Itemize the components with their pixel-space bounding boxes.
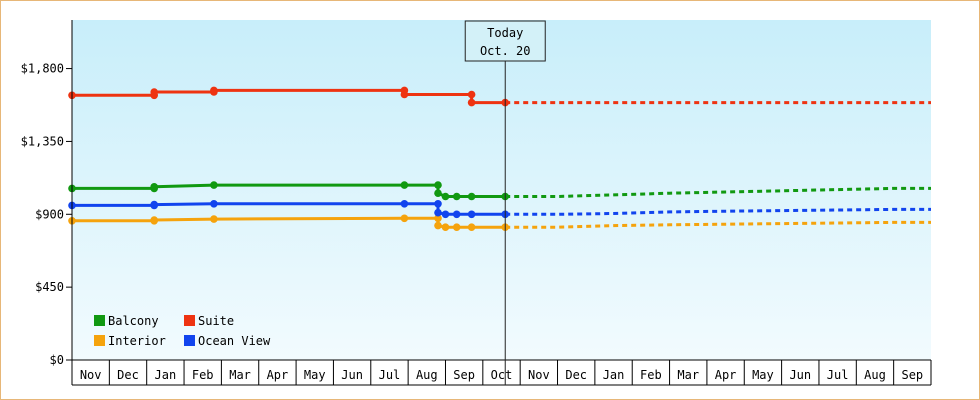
legend-item-balcony[interactable]: Balcony xyxy=(94,314,159,328)
data-point[interactable] xyxy=(434,208,442,217)
y-tick-label: $0 xyxy=(50,353,64,367)
legend-item-interior[interactable]: Interior xyxy=(94,334,166,348)
data-point[interactable] xyxy=(210,215,218,223)
legend-label: Ocean View xyxy=(198,334,271,348)
x-tick-label: Dec xyxy=(565,368,587,382)
x-tick-label: May xyxy=(304,368,326,382)
data-point[interactable] xyxy=(150,200,158,209)
data-point[interactable] xyxy=(150,183,158,191)
legend-label: Suite xyxy=(198,314,234,328)
x-tick-label: Dec xyxy=(117,368,139,382)
data-point[interactable] xyxy=(441,192,450,201)
x-tick-label: Feb xyxy=(192,368,214,382)
x-tick-label: Jun xyxy=(341,368,363,382)
series-balcony xyxy=(68,181,931,201)
x-tick-label: Jan xyxy=(603,368,625,382)
series-ocean-view xyxy=(68,200,931,219)
x-tick-label: Jul xyxy=(379,368,401,382)
x-tick-label: Aug xyxy=(864,368,886,382)
x-tick-label: Mar xyxy=(229,368,251,382)
y-tick-label: $450 xyxy=(35,280,64,294)
series-suite xyxy=(68,86,931,107)
x-tick-label: Feb xyxy=(640,368,662,382)
legend-swatch xyxy=(94,315,105,326)
data-point[interactable] xyxy=(400,181,409,189)
x-tick-label: Mar xyxy=(677,368,699,382)
forecast-line-ocean-view xyxy=(505,207,931,216)
x-tick-label: May xyxy=(752,368,774,382)
data-point[interactable] xyxy=(467,90,476,99)
forecast-line-interior xyxy=(505,220,931,229)
data-point[interactable] xyxy=(467,98,476,107)
data-point[interactable] xyxy=(434,214,442,223)
y-tick-label: $1,800 xyxy=(21,62,64,76)
data-point[interactable] xyxy=(441,223,450,231)
data-point[interactable] xyxy=(452,223,461,231)
today-box xyxy=(464,20,546,62)
legend-item-ocean-view[interactable]: Ocean View xyxy=(184,334,271,348)
data-point[interactable] xyxy=(452,192,461,201)
data-point[interactable] xyxy=(467,192,476,201)
data-point[interactable] xyxy=(210,86,218,95)
data-point[interactable] xyxy=(150,216,158,224)
data-point[interactable] xyxy=(434,181,442,189)
legend-swatch xyxy=(94,335,105,346)
data-point[interactable] xyxy=(434,221,442,230)
today-label: Today xyxy=(487,26,523,40)
legend-item-suite[interactable]: Suite xyxy=(184,314,234,328)
forecast-line-balcony xyxy=(505,186,931,198)
y-tick-label: $1,350 xyxy=(21,134,64,148)
data-point[interactable] xyxy=(150,88,158,96)
x-tick-label: Apr xyxy=(715,368,737,382)
data-point[interactable] xyxy=(400,200,409,208)
x-tick-label: Sep xyxy=(453,368,475,382)
x-tick-label: Jul xyxy=(827,368,849,382)
x-tick-label: Nov xyxy=(528,368,550,382)
today-date: Oct. 20 xyxy=(480,44,531,58)
x-tick-label: Aug xyxy=(416,368,438,382)
data-point[interactable] xyxy=(434,189,442,197)
legend-label: Balcony xyxy=(108,314,159,328)
legend-swatch xyxy=(184,335,195,346)
data-point[interactable] xyxy=(452,210,461,219)
data-point[interactable] xyxy=(434,200,442,208)
y-tick-label: $900 xyxy=(35,207,64,221)
x-tick-label: Sep xyxy=(901,368,923,382)
data-point[interactable] xyxy=(210,181,218,189)
data-point[interactable] xyxy=(467,223,476,231)
data-point[interactable] xyxy=(400,214,409,223)
x-tick-label: Jan xyxy=(155,368,177,382)
data-point[interactable] xyxy=(467,210,476,219)
x-tick-label: Apr xyxy=(267,368,289,382)
legend-swatch xyxy=(184,315,195,326)
data-point[interactable] xyxy=(210,200,218,208)
x-tick-label: Jun xyxy=(789,368,811,382)
data-point[interactable] xyxy=(400,90,409,99)
x-tick-label: Oct xyxy=(491,368,513,382)
legend-label: Interior xyxy=(108,334,166,348)
data-point[interactable] xyxy=(441,210,450,219)
series-interior xyxy=(68,214,931,231)
x-tick-label: Nov xyxy=(80,368,102,382)
